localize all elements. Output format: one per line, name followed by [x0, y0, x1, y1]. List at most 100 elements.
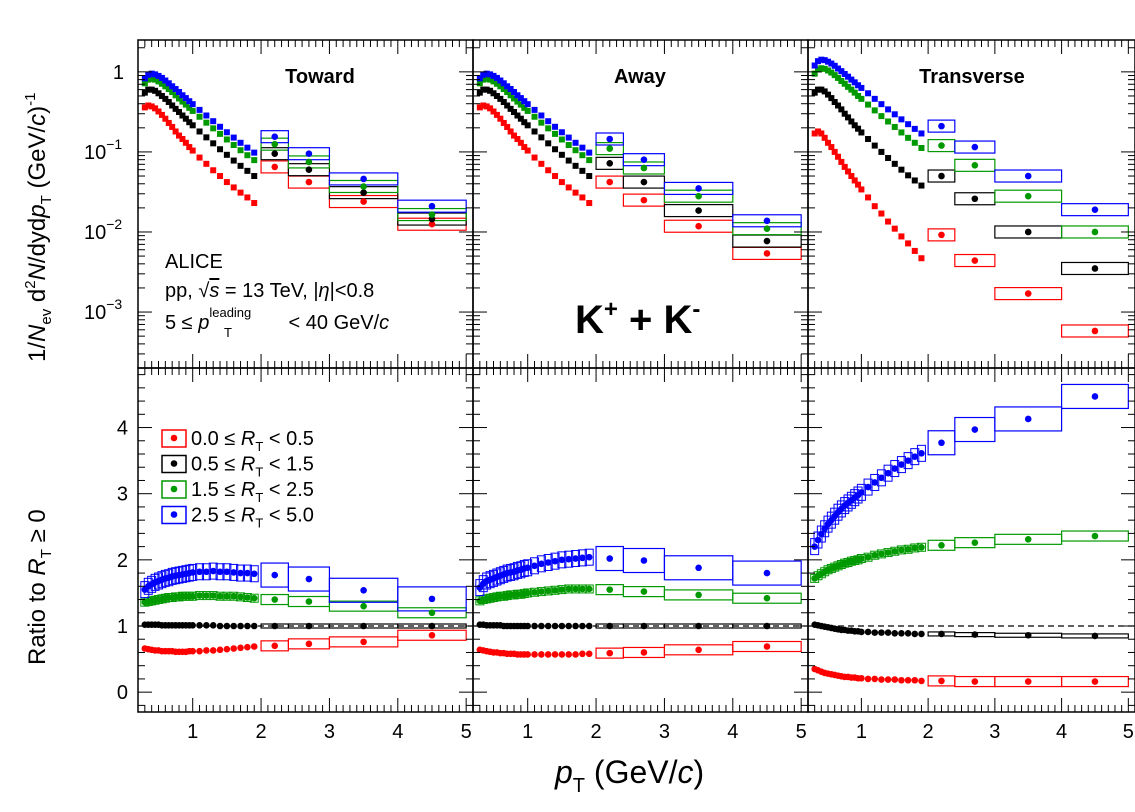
ratio-syst-box-fine-Transverse-3-2: [816, 525, 826, 543]
legend-label-0: 0.0 ≤ RT < 0.5: [191, 428, 314, 454]
frame-bottom-Transverse: [807, 367, 1135, 713]
y-tick-label-top-0: 1: [113, 62, 124, 84]
spectrum-point-Transverse-3-2: [818, 56, 825, 63]
ratio-point-Toward-0-19: [223, 645, 231, 653]
ylabel-top-close: ): [24, 106, 51, 114]
spectrum-syst-box-Transverse-2-1: [954, 158, 996, 172]
sqrt-s-value: = 13 TeV, |: [219, 280, 318, 302]
spectrum-point-coarse-Transverse-2-0: [938, 142, 945, 149]
region-title-transverse: Transverse: [919, 66, 1025, 88]
ratio-syst-box-fine-Transverse-3-3: [820, 520, 830, 538]
spectrum-point-coarse-Toward-1-1: [305, 166, 313, 173]
ratio-point-Away-3-14: [524, 564, 531, 572]
ratio-point-coarse-Away-1-1: [640, 622, 648, 630]
particle-sup-plus: +: [604, 296, 618, 323]
ylabel-bot-pre: Ratio to: [24, 576, 51, 665]
ratio-point-Toward-3-16: [203, 568, 210, 576]
ylabel-top-pre: 1/: [24, 342, 51, 362]
spectrum-point-Toward-3-22: [244, 144, 251, 151]
spectrum-syst-box-Transverse-0-3: [1060, 324, 1129, 338]
spectrum-point-Away-3-13: [521, 98, 528, 105]
system-label: pp, √s = 13 TeV, |η|<0.8: [165, 280, 374, 302]
spectrum-point-Transverse-1-7: [835, 102, 842, 109]
ratio-syst-box-fine-Transverse-3-18: [883, 464, 893, 482]
ratio-point-Toward-2-16: [203, 592, 210, 599]
spectrum-point-Away-0-0: [476, 104, 483, 111]
spectrum-point-Away-3-0: [476, 75, 483, 82]
particle-label: K+ + K-: [575, 296, 700, 342]
spectrum-point-Away-0-14: [524, 147, 531, 154]
ylabel-bot-T: T: [38, 549, 55, 558]
x-axis-label: pT (GeV/c): [554, 754, 704, 797]
spectrum-point-Away-0-13: [521, 144, 528, 151]
spectrum-syst-box-Transverse-3-1: [954, 140, 996, 154]
spectrum-point-Transverse-2-10: [845, 83, 852, 90]
ratio-point-coarse-Away-2-3: [763, 594, 771, 602]
ratio-point-Transverse-2-14: [858, 555, 865, 562]
spectrum-point-Transverse-2-13: [855, 92, 862, 99]
y-tick-label-bottom-0: 0: [117, 682, 128, 704]
ratio-point-Toward-3-20: [230, 569, 238, 576]
ratio-point-Toward-3-21: [237, 569, 244, 577]
ratio-point-Transverse-0-14: [858, 674, 865, 682]
ratio-point-Toward-0-20: [230, 645, 238, 652]
ratio-point-Transverse-1-20: [898, 629, 905, 637]
spectrum-point-Transverse-0-12: [851, 177, 858, 184]
ratio-point-Transverse-0-23: [918, 677, 925, 685]
spectrum-point-Away-3-20: [565, 134, 572, 141]
ratio-point-coarse-Away-2-2: [695, 591, 702, 599]
spectrum-point-Transverse-0-21: [905, 240, 912, 247]
sqrt-s-letter: s: [209, 280, 219, 302]
ratio-point-coarse-Toward-1-2: [360, 622, 367, 630]
spectrum-point-Away-0-19: [558, 179, 565, 186]
ylabel-top-N2: N: [24, 262, 51, 280]
spectrum-syst-box-Transverse-0-1: [954, 253, 996, 268]
spectrum-point-Away-2-17: [545, 125, 552, 132]
spectrum-point-coarse-Toward-3-3: [428, 202, 436, 210]
ratio-point-coarse-Transverse-2-0: [938, 541, 945, 549]
spectrum-point-Toward-3-16: [203, 112, 210, 119]
frame-bottom-Toward: [137, 367, 474, 713]
ratio-point-Toward-3-19: [223, 568, 231, 576]
ratio-point-Transverse-2-18: [884, 549, 892, 556]
ratio-syst-box-Toward-0-2: [328, 636, 399, 648]
spectrum-point-Transverse-1-22: [911, 177, 918, 184]
ratio-point-Away-3-15: [531, 562, 538, 570]
spectrum-point-Toward-3-12: [182, 95, 189, 102]
spectrum-point-Transverse-2-17: [878, 113, 885, 120]
spectrum-point-Transverse-2-11: [848, 86, 855, 93]
spectrum-point-coarse-Away-3-1: [640, 156, 648, 163]
spectrum-point-Away-3-10: [511, 89, 518, 96]
spectrum-syst-box-Transverse-3-3: [1060, 203, 1129, 217]
ratio-syst-box-fine-Transverse-3-17: [876, 469, 886, 487]
legend-label-post-1: < 1.5: [263, 454, 314, 476]
ratio-point-Toward-0-16: [203, 647, 210, 654]
ratio-point-Transverse-1-14: [858, 628, 865, 636]
ratio-syst-box-Transverse-3-0: [927, 430, 956, 456]
ratio-point-coarse-Toward-3-2: [360, 586, 367, 594]
spectrum-point-Transverse-0-19: [891, 225, 898, 232]
legend-label-T-1: T: [255, 465, 263, 480]
spectrum-point-Transverse-0-13: [855, 181, 862, 188]
spectrum-point-Toward-0-21: [237, 189, 244, 196]
ratio-point-coarse-Toward-3-3: [428, 595, 436, 603]
spectrum-point-Away-2-15: [531, 113, 538, 120]
legend-label-R-2: R: [241, 479, 255, 501]
y-tick-label-top-2: 10−2: [84, 216, 122, 244]
ratio-syst-box-fine-Transverse-3-16: [870, 473, 880, 491]
ratio-point-Toward-1-20: [230, 622, 238, 630]
spectrum-syst-box-Away-2-0: [595, 142, 625, 156]
spectrum-point-Toward-2-2: [148, 75, 155, 82]
spectrum-point-Toward-3-9: [172, 86, 179, 93]
y-axis-label-top: 1/Nev d2N/dydpT (GeV/c)-1: [22, 92, 55, 362]
spectrum-point-Transverse-3-22: [911, 125, 918, 132]
spectrum-point-Away-2-21: [572, 147, 579, 154]
ratio-syst-box-Toward-0-3: [397, 629, 467, 641]
spectrum-point-Toward-1-20: [230, 157, 237, 164]
legend-label-pre-1: 0.5 ≤: [191, 454, 241, 476]
ratio-point-Toward-0-17: [209, 647, 217, 654]
ratio-point-Transverse-1-23: [918, 630, 925, 638]
spectrum-point-Transverse-2-23: [918, 144, 925, 151]
ratio-point-Toward-2-19: [223, 592, 231, 600]
ratio-syst-box-fine-Transverse-3-20: [896, 456, 906, 474]
